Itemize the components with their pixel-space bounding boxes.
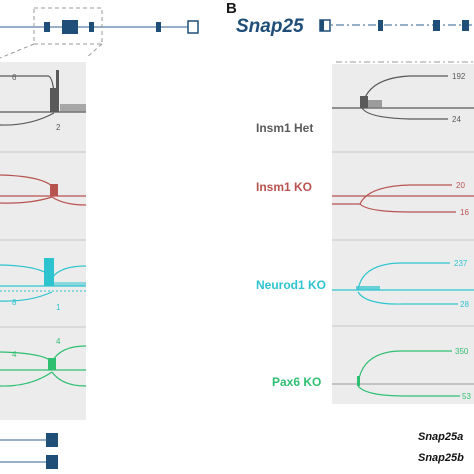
- panel-a-zoom-box: [33, 7, 103, 45]
- panel-a-track-red: [0, 174, 87, 206]
- gene-title: Snap25: [236, 16, 304, 37]
- panel-b-exon: [320, 20, 324, 31]
- sample-label-neurod1-ko: Neurod1 KO: [256, 278, 327, 292]
- count-label: 237: [454, 259, 468, 268]
- panel-a-track-bg: [0, 62, 86, 420]
- panel-a-isoforms: [0, 433, 58, 469]
- panel-a-exon: [156, 22, 161, 32]
- count-label: 28: [460, 300, 469, 309]
- count-label: 20: [456, 181, 465, 190]
- count-label: 16: [460, 208, 469, 217]
- panel-b-exon: [378, 20, 383, 31]
- isoform-label-a: Snap25a: [418, 431, 464, 443]
- count-label: 192: [452, 72, 466, 81]
- panel-a-zoom-line: [0, 43, 35, 59]
- panel-letter: B: [226, 0, 237, 17]
- panel-b-track-pax6-ko: 350 53: [332, 347, 474, 401]
- isoform-label-b: Snap25b: [418, 452, 464, 464]
- panel-a-utr-exon: [187, 20, 199, 34]
- panel-a-count: 2: [56, 123, 61, 132]
- count-label: 24: [452, 115, 461, 124]
- panel-b-track-insm1-het: 192 24: [332, 72, 474, 124]
- count-label: 53: [462, 392, 471, 401]
- panel-b-track-insm1-ko: 20 16: [332, 181, 474, 217]
- panel-b-exon: [433, 20, 440, 31]
- panel-a-zoom-line: [85, 43, 103, 59]
- panel-b-track-neurod1-ko: 237 28: [332, 259, 474, 309]
- count-label: 350: [455, 347, 469, 356]
- panel-a-track-green: 4 4: [0, 337, 87, 387]
- panel-a-count: 6: [12, 73, 17, 82]
- panel-b-exon: [462, 20, 469, 31]
- panel-b-gene-model: [319, 19, 474, 63]
- panel-a-track-gray: 6 2: [0, 70, 86, 132]
- panel-a-gene-model: [0, 7, 199, 59]
- panel-a-exon: [44, 22, 50, 32]
- panel-a-count: 1: [56, 303, 61, 312]
- panel-a-count: 4: [12, 350, 17, 359]
- panel-a-count: 8: [12, 298, 17, 307]
- sample-label-insm1-het: Insm1 Het: [256, 121, 314, 135]
- panel-a-exon: [62, 20, 78, 34]
- sample-label-pax6-ko: Pax6 KO: [272, 375, 322, 389]
- panel-b-track-bg: [332, 64, 474, 404]
- panel-a-count: 4: [56, 337, 61, 346]
- panel-a-track-cyan: 8 1: [0, 258, 87, 312]
- sample-label-insm1-ko: Insm1 KO: [256, 180, 313, 194]
- panel-a-exon: [89, 22, 94, 32]
